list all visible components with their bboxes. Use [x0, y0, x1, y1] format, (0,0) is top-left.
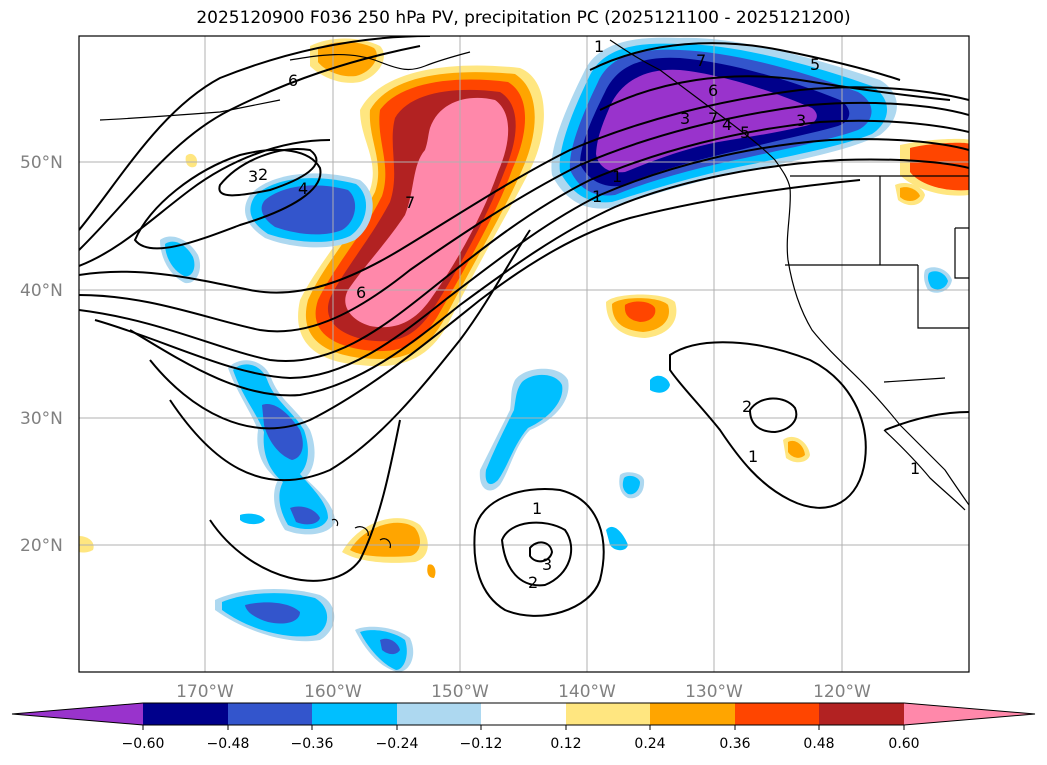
colorbar: −0.60 −0.48 −0.36 −0.24 −0.12 0.12 0.24 …	[11, 702, 1036, 752]
contour-label: 5	[810, 55, 820, 74]
colorbar-segment	[397, 703, 481, 725]
colorbar-tick-label: −0.48	[207, 736, 250, 752]
contour-label: 3	[248, 167, 258, 186]
contour-label: 7	[696, 51, 706, 70]
lat-label-30n: 30°N	[20, 409, 63, 429]
colorbar-segment	[650, 703, 735, 725]
contour-label: 4	[298, 179, 308, 198]
lat-labels: 50°N 40°N 30°N 20°N	[20, 153, 63, 556]
contour-label: 5	[740, 123, 750, 142]
lon-label-160w: 160°W	[304, 682, 362, 702]
lon-label-120w: 120°W	[813, 682, 871, 702]
lon-labels: 170°W 160°W 150°W 140°W 130°W 120°W	[176, 682, 871, 702]
colorbar-tick-label: −0.36	[291, 736, 334, 752]
colorbar-segment	[143, 703, 228, 725]
contour-label: 3	[796, 111, 806, 130]
colorbar-segment	[735, 703, 819, 725]
contour-label: 1	[910, 459, 920, 478]
colorbar-extend-low	[12, 703, 143, 725]
coastlines	[99, 39, 969, 549]
map-area: 6 7 3 4 7 6 1 5 3 4 3 5 6 7 1 1 2 1 1 2 …	[79, 36, 969, 672]
colorbar-segment	[481, 703, 566, 725]
map-title: 2025120900 F036 250 hPa PV, precipitatio…	[196, 8, 851, 28]
colorbar-tick-label: −0.24	[376, 736, 419, 752]
contour-label: 6	[708, 81, 718, 100]
lon-label-130w: 130°W	[685, 682, 743, 702]
precip-negative-anomaly	[160, 37, 952, 672]
contour-label: 2	[258, 165, 268, 184]
colorbar-tick-label: 0.12	[550, 736, 581, 752]
contour-label: 3	[680, 109, 690, 128]
colorbar-segment	[819, 703, 904, 725]
colorbar-tick-label: 0.36	[719, 736, 750, 752]
lon-label-170w: 170°W	[176, 682, 234, 702]
contour-label: 1	[532, 499, 542, 518]
contour-label: 4	[722, 115, 732, 134]
contour-label: 6	[288, 71, 298, 90]
lat-label-50n: 50°N	[20, 153, 63, 173]
contour-label: 1	[592, 187, 602, 206]
colorbar-segment	[566, 703, 650, 725]
colorbar-tick-label: 0.48	[803, 736, 834, 752]
contour-label: 2	[528, 573, 538, 592]
contour-label: 7	[405, 193, 415, 212]
contour-label: 7	[708, 109, 718, 128]
colorbar-extend-high	[904, 703, 1035, 725]
colorbar-segment	[228, 703, 312, 725]
colorbar-segment	[312, 703, 397, 725]
contour-label: 1	[594, 37, 604, 56]
lat-label-20n: 20°N	[20, 536, 63, 556]
contour-label: 6	[356, 283, 366, 302]
contour-label: 3	[542, 555, 552, 574]
contour-label: 2	[742, 397, 752, 416]
lat-label-40n: 40°N	[20, 281, 63, 301]
lon-label-150w: 150°W	[431, 682, 489, 702]
pv-contours	[79, 36, 969, 617]
contour-label: 1	[612, 167, 622, 186]
map-frame	[78, 35, 970, 673]
contour-labels: 6 7 3 4 7 6 1 5 3 4 3 5 6 7 1 1 2 1 1 2 …	[248, 37, 920, 592]
colorbar-tick-label: 0.24	[634, 736, 665, 752]
colorbar-tick-label: −0.12	[460, 736, 503, 752]
contour-label: 1	[748, 447, 758, 466]
colorbar-tick-label: −0.60	[122, 736, 165, 752]
lon-label-140w: 140°W	[558, 682, 616, 702]
colorbar-tick-label: 0.60	[888, 736, 919, 752]
